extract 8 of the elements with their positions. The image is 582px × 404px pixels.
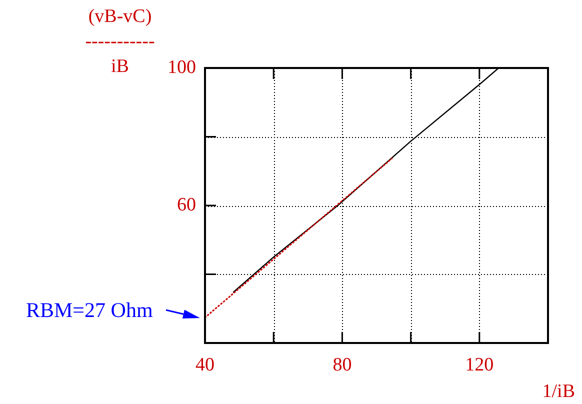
y-tick-label: 60 (177, 194, 196, 216)
x-tick-label: 80 (332, 354, 352, 376)
x-axis-title: 1/iB (542, 380, 575, 404)
x-tick-label: 120 (465, 354, 494, 376)
y-axis-title: (vB-vC) ----------- iB (85, 6, 155, 77)
x-tick-label: 40 (196, 354, 214, 376)
y-tick-label: 100 (168, 56, 196, 78)
annotation: RBM=27 Ohm (26, 296, 153, 323)
